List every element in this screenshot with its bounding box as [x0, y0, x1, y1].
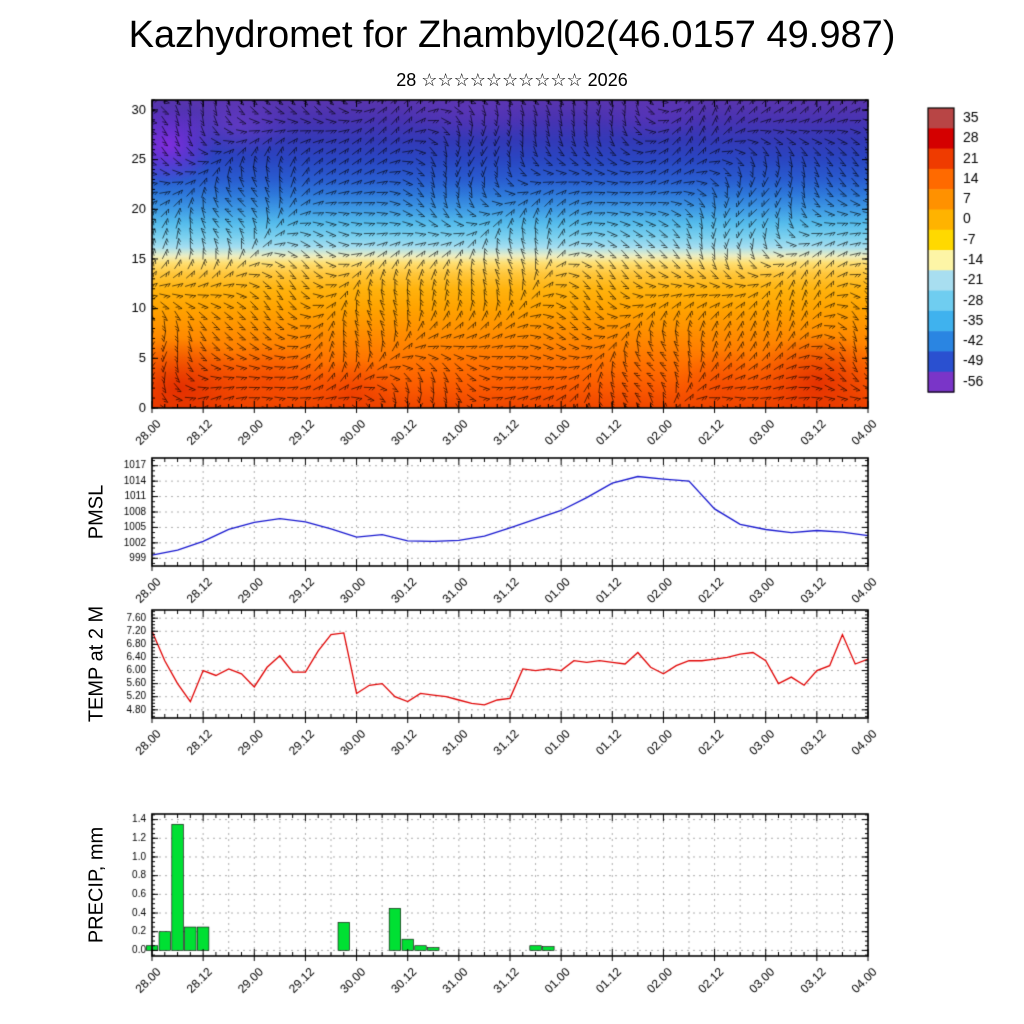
pmsl-axis-label: PMSL — [85, 484, 108, 540]
temp-axis-label: TEMP at 2 M — [85, 605, 108, 723]
page-subtitle: 28 ☆☆☆☆☆☆☆☆☆☆ 2026 — [396, 70, 628, 90]
precip-axis-label: PRECIP, mm — [85, 826, 108, 944]
page-title: Kazhydromet for Zhambyl02(46.0157 49.987… — [128, 14, 896, 56]
